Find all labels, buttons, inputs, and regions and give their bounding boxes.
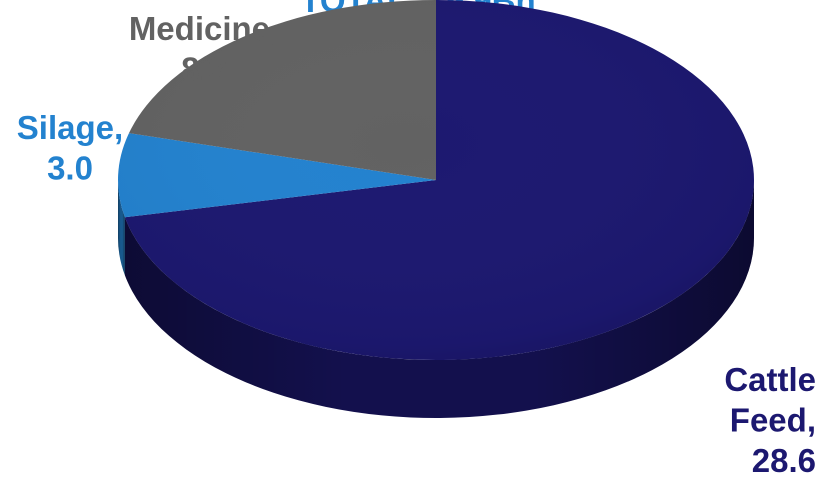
data-label-cattle-feed: Cattle Feed, 28.6 xyxy=(724,361,816,479)
data-label-line: Silage, xyxy=(17,109,123,146)
data-label-line: Feed, xyxy=(730,402,816,439)
data-label-line: 28.6 xyxy=(752,442,816,479)
data-label-line: 3.0 xyxy=(47,150,93,187)
data-label-line: 8.3 xyxy=(181,51,227,88)
data-label-line: Cattle xyxy=(724,361,816,398)
data-label-silage: Silage, 3.0 xyxy=(17,109,123,187)
data-label-line: Medicine, xyxy=(129,10,279,47)
data-label-medicine: Medicine, 8.3 xyxy=(129,10,279,88)
